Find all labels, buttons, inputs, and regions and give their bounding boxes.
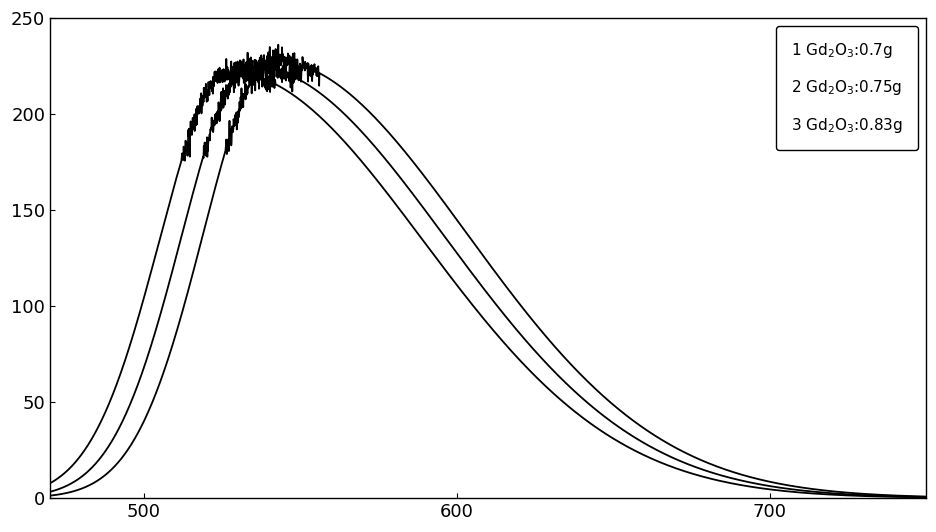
Legend: 1 Gd$_2$O$_3$:0.7g, 2 Gd$_2$O$_3$:0.75g, 3 Gd$_2$O$_3$:0.83g: 1 Gd$_2$O$_3$:0.7g, 2 Gd$_2$O$_3$:0.75g,…	[775, 26, 917, 150]
